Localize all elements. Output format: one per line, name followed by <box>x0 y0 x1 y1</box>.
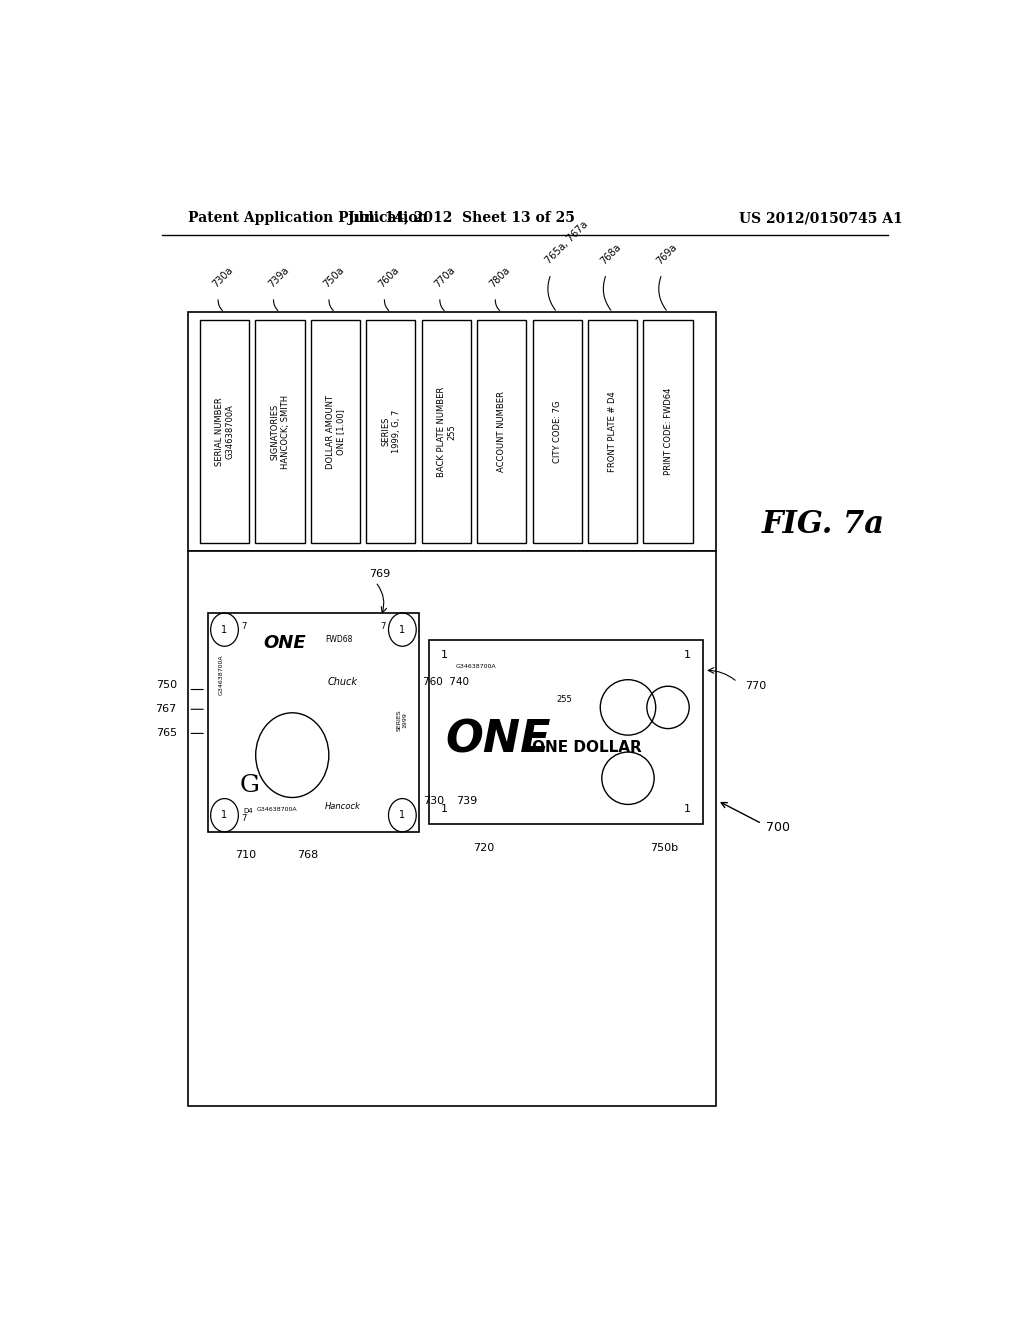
Text: 765: 765 <box>156 729 177 738</box>
Bar <box>477 321 526 544</box>
Text: 1: 1 <box>441 649 449 660</box>
Text: SIGNATORIES
HANCOCK; SMITH: SIGNATORIES HANCOCK; SMITH <box>270 395 290 469</box>
Text: Chuck: Chuck <box>328 677 357 686</box>
Text: SERIES
1999, G, 7: SERIES 1999, G, 7 <box>381 411 400 454</box>
Text: ONE: ONE <box>445 718 551 762</box>
Text: 1: 1 <box>399 624 406 635</box>
Text: US 2012/0150745 A1: US 2012/0150745 A1 <box>739 211 902 226</box>
Text: CITY CODE: 7G: CITY CODE: 7G <box>553 400 561 463</box>
Text: 750a: 750a <box>322 265 346 289</box>
Text: SERIES
1999: SERIES 1999 <box>397 710 408 731</box>
Text: G34638700A: G34638700A <box>257 807 297 812</box>
Text: Jun. 14, 2012  Sheet 13 of 25: Jun. 14, 2012 Sheet 13 of 25 <box>348 211 575 226</box>
Text: 760a: 760a <box>377 265 401 289</box>
Text: ONE: ONE <box>263 635 306 652</box>
Text: DOLLAR AMOUNT
ONE [1.00]: DOLLAR AMOUNT ONE [1.00] <box>326 395 345 469</box>
Bar <box>310 321 360 544</box>
Bar <box>532 321 582 544</box>
Text: 768: 768 <box>297 850 318 861</box>
Text: G34638700A: G34638700A <box>456 664 496 669</box>
Text: 1: 1 <box>399 810 406 820</box>
Bar <box>208 612 419 832</box>
Text: 255: 255 <box>556 696 572 704</box>
Bar <box>367 321 416 544</box>
Text: ONE DOLLAR: ONE DOLLAR <box>532 741 642 755</box>
Text: 730: 730 <box>423 796 444 807</box>
Text: 768a: 768a <box>599 242 624 267</box>
Text: 730a: 730a <box>211 265 236 289</box>
Bar <box>643 321 692 544</box>
Text: ACCOUNT NUMBER: ACCOUNT NUMBER <box>498 391 506 473</box>
Text: 750b: 750b <box>650 842 678 853</box>
Text: 1: 1 <box>684 804 691 814</box>
Text: G34638700A: G34638700A <box>219 653 224 694</box>
Text: 765a, 767a: 765a, 767a <box>544 220 590 267</box>
Text: FWD68: FWD68 <box>325 635 352 644</box>
Text: 7: 7 <box>242 814 247 822</box>
Bar <box>588 321 637 544</box>
Text: 720: 720 <box>473 842 494 853</box>
Bar <box>200 321 249 544</box>
Text: G: G <box>240 775 260 797</box>
Text: 760  740: 760 740 <box>423 677 469 686</box>
Bar <box>255 321 304 544</box>
Text: FIG. 7a: FIG. 7a <box>762 508 885 540</box>
Text: 739a: 739a <box>266 265 291 289</box>
Text: 1: 1 <box>221 624 227 635</box>
Text: 7: 7 <box>380 622 385 631</box>
Text: 710: 710 <box>236 850 257 861</box>
Text: 750: 750 <box>156 680 177 690</box>
Text: 1: 1 <box>441 804 449 814</box>
Text: BACK PLATE NUMBER
255: BACK PLATE NUMBER 255 <box>436 387 456 477</box>
Text: 767: 767 <box>156 705 177 714</box>
Text: 769: 769 <box>370 569 390 579</box>
Text: D4: D4 <box>243 808 253 814</box>
Text: 770: 770 <box>745 681 766 690</box>
Bar <box>422 321 471 544</box>
Bar <box>188 552 716 1106</box>
Text: Patent Application Publication: Patent Application Publication <box>188 211 428 226</box>
Text: 769a: 769a <box>654 242 679 267</box>
Text: 739: 739 <box>457 796 477 807</box>
Text: 1: 1 <box>684 649 691 660</box>
Bar <box>429 640 702 825</box>
Text: 1: 1 <box>221 810 227 820</box>
Text: 7: 7 <box>242 622 247 631</box>
Text: 700: 700 <box>766 821 790 834</box>
Text: PRINT CODE: FWD64: PRINT CODE: FWD64 <box>664 388 673 475</box>
Text: SERIAL NUMBER
G34638700A: SERIAL NUMBER G34638700A <box>215 397 234 466</box>
Text: FRONT PLATE # D4: FRONT PLATE # D4 <box>608 391 617 473</box>
Text: Hancock: Hancock <box>325 803 360 812</box>
Bar <box>188 313 716 552</box>
Text: 780a: 780a <box>487 265 512 289</box>
Text: 770a: 770a <box>432 265 457 289</box>
